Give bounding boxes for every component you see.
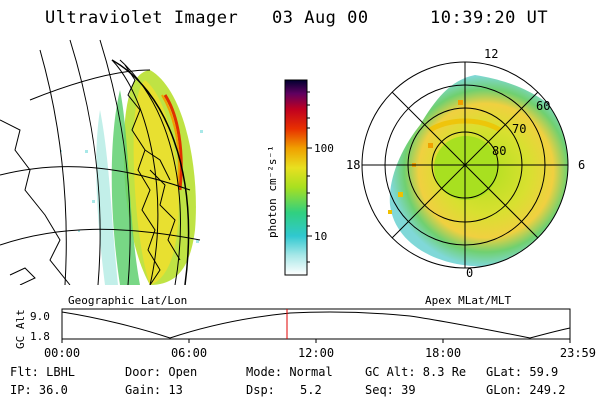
colorbar-tick-10: 10 xyxy=(314,230,327,243)
xtick-1200: 12:00 xyxy=(298,346,334,360)
filter-info: Flt: LBHL xyxy=(10,365,76,379)
instrument-title: Ultraviolet Imager xyxy=(45,8,239,28)
mlat-label-60: 60 xyxy=(536,99,550,113)
colorbar-tick-100: 100 xyxy=(314,142,334,155)
xtick-0000: 00:00 xyxy=(44,346,80,360)
xtick-2359: 23:59 xyxy=(560,346,596,360)
xtick-1800: 18:00 xyxy=(425,346,461,360)
gc-alt-info: GC Alt: 8.3 Re xyxy=(365,365,467,379)
time-label: 10:39:20 UT xyxy=(430,8,549,28)
seq-info: Seq: 39 xyxy=(365,383,416,397)
polar-caption: Apex MLat/MLT xyxy=(425,294,511,307)
altitude-plot xyxy=(61,308,571,343)
xtick-0600: 06:00 xyxy=(171,346,207,360)
mlt-label-12: 12 xyxy=(484,47,498,61)
altitude-ylabel: GC Alt xyxy=(14,309,27,349)
gain-info: Gain: 13 xyxy=(125,383,183,397)
mlat-label-70: 70 xyxy=(512,122,526,136)
colorbar-unit-label: photon cm⁻²s⁻¹ xyxy=(266,145,279,238)
ip-info: IP: 36.0 xyxy=(10,383,68,397)
altitude-ytick-min: 1.8 xyxy=(30,330,50,343)
polar-plot xyxy=(361,61,569,269)
dsp-value: 5.2 xyxy=(300,383,322,397)
glon-info: GLon: 249.2 xyxy=(486,383,566,397)
geographic-map xyxy=(0,39,203,285)
door-info: Door: Open xyxy=(125,365,198,379)
mode-info: Mode: Normal xyxy=(246,365,333,379)
mlt-label-0: 0 xyxy=(466,266,473,280)
altitude-ytick-max: 9.0 xyxy=(30,310,50,323)
colorbar-ticks xyxy=(307,91,312,263)
date-label: 03 Aug 00 xyxy=(272,8,369,28)
dsp-label: Dsp: xyxy=(246,383,275,397)
mlat-label-80: 80 xyxy=(492,144,506,158)
geographic-caption: Geographic Lat/Lon xyxy=(68,294,187,307)
glat-info: GLat: 59.9 xyxy=(486,365,559,379)
colorbar xyxy=(285,80,307,275)
mlt-label-18: 18 xyxy=(346,158,360,172)
mlt-label-6: 6 xyxy=(578,158,585,172)
